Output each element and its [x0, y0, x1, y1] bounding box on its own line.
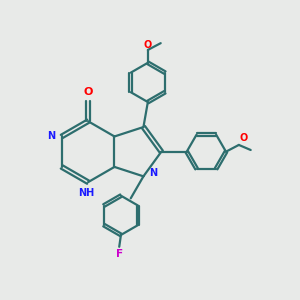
Text: N: N — [47, 131, 56, 142]
Text: O: O — [83, 87, 93, 97]
Text: F: F — [116, 249, 123, 259]
Text: NH: NH — [78, 188, 94, 198]
Text: O: O — [239, 133, 248, 143]
Text: O: O — [144, 40, 152, 50]
Text: N: N — [149, 168, 158, 178]
